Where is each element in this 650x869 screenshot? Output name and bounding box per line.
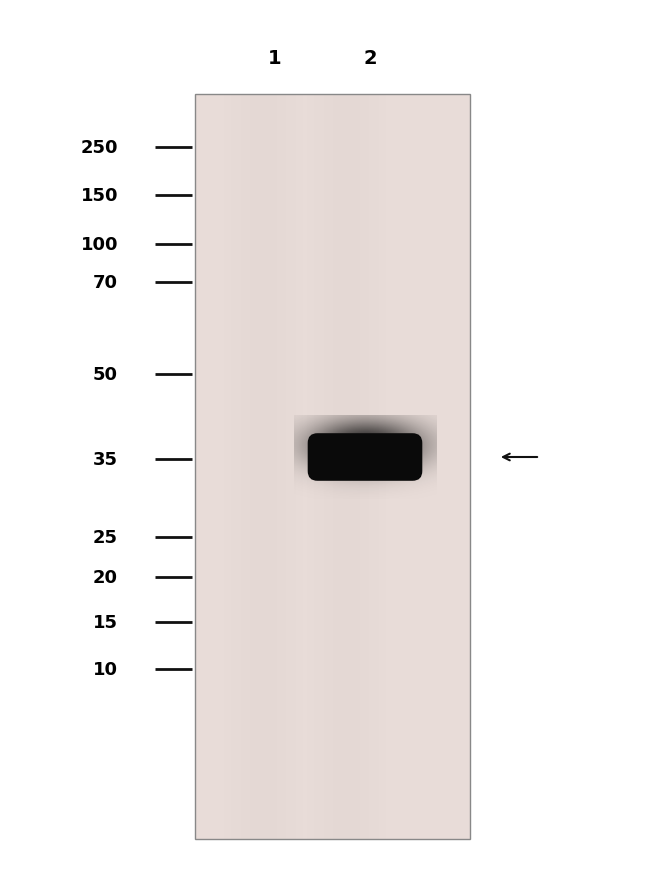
- Text: 100: 100: [81, 235, 118, 254]
- Text: 250: 250: [81, 139, 118, 156]
- FancyBboxPatch shape: [307, 434, 422, 481]
- Text: 35: 35: [93, 450, 118, 468]
- Text: 70: 70: [93, 274, 118, 292]
- Text: 25: 25: [93, 528, 118, 547]
- Text: 15: 15: [93, 614, 118, 631]
- Text: 50: 50: [93, 366, 118, 383]
- Text: 150: 150: [81, 187, 118, 205]
- Text: 10: 10: [93, 660, 118, 678]
- Text: 1: 1: [268, 49, 282, 68]
- Text: 2: 2: [363, 49, 377, 68]
- Bar: [195, 95, 470, 839]
- Text: 20: 20: [93, 568, 118, 587]
